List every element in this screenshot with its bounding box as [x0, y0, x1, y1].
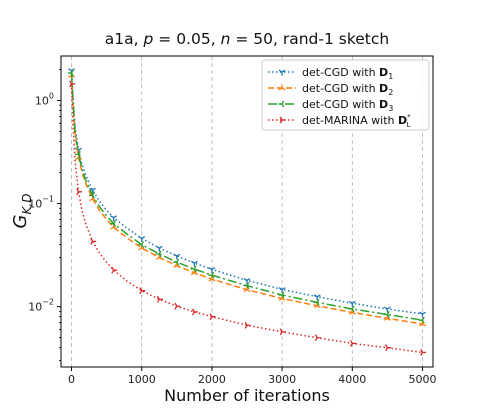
series-point — [69, 80, 76, 88]
y-tick-label: 100 — [35, 91, 54, 107]
series-point — [209, 313, 216, 321]
legend-label: det-CGD with D3 — [302, 98, 393, 113]
series-point — [173, 258, 180, 266]
series-point — [314, 334, 321, 342]
x-tick-label: 1000 — [128, 373, 156, 386]
series-point — [110, 215, 118, 222]
series-point — [244, 321, 251, 329]
series-point — [191, 308, 198, 316]
series-1 — [68, 68, 426, 318]
series-line — [70, 72, 423, 321]
legend-entry: det-CGD with D2 — [268, 82, 393, 97]
x-tick-label: 3000 — [268, 373, 296, 386]
legend-marker — [279, 116, 286, 124]
chart-title: a1a, p = 0.05, n = 50, rand-1 sketch — [105, 30, 389, 48]
series-point — [383, 311, 390, 318]
y-axis-label: GK,D — [10, 194, 34, 229]
series-point — [138, 241, 145, 249]
series-3 — [67, 69, 425, 324]
legend-marker — [278, 100, 285, 108]
y-tick-label: 10−2 — [28, 298, 54, 314]
legend-entry: det-CGD with D1 — [268, 66, 393, 81]
x-tick-label: 2000 — [198, 373, 226, 386]
series-point — [89, 187, 97, 194]
series-point — [111, 266, 118, 274]
x-ticks: 0 1000 2000 3000 4000 5000 — [68, 367, 436, 386]
series-point — [278, 291, 285, 299]
series-point — [385, 344, 391, 352]
series-point — [74, 150, 81, 158]
series-point — [348, 300, 356, 307]
series-point — [110, 220, 117, 228]
legend-entry: det-MARINA with D* L — [268, 113, 411, 129]
series-point — [313, 298, 320, 306]
series-point — [420, 348, 427, 356]
series-point — [173, 253, 181, 260]
series-point — [174, 302, 181, 310]
series-point — [243, 282, 250, 290]
series-point — [243, 277, 251, 284]
series-point — [313, 294, 321, 301]
series-point — [208, 267, 216, 273]
series-point — [138, 235, 146, 242]
series-point — [348, 305, 355, 313]
legend-label: det-CGD with D1 — [302, 66, 393, 81]
x-tick-label: 5000 — [408, 373, 436, 386]
series-point — [279, 328, 286, 336]
series-point — [349, 339, 356, 347]
legend-label: det-MARINA with D* L — [302, 113, 411, 129]
series-point — [156, 295, 163, 303]
x-axis-label: Number of iterations — [164, 386, 330, 405]
series-point — [76, 188, 83, 196]
legend-label: det-CGD with D2 — [302, 82, 393, 97]
x-tick-label: 4000 — [338, 373, 366, 386]
legend-entry: det-CGD with D3 — [268, 98, 393, 113]
series-point — [278, 287, 286, 294]
series-point — [155, 250, 162, 258]
series-point — [190, 260, 198, 267]
y-tick-label: 10−1 — [28, 195, 54, 211]
plot-frame — [60, 55, 434, 368]
series-point — [139, 287, 146, 295]
series-point — [418, 316, 425, 324]
x-tick-label: 0 — [68, 373, 75, 386]
legend-marker — [278, 69, 286, 76]
series-point — [208, 271, 215, 279]
series-4 — [69, 80, 427, 356]
series-point — [67, 69, 74, 77]
series-point — [155, 245, 163, 252]
series-point — [90, 237, 97, 245]
series-point — [190, 265, 197, 273]
legend-marker — [278, 84, 286, 91]
series-point — [88, 191, 95, 199]
series-point — [419, 311, 426, 318]
y-ticks: 10−2 10−1 100 — [28, 69, 61, 361]
series-point — [383, 306, 391, 313]
legend-frame — [261, 59, 430, 131]
series-layer — [67, 68, 427, 356]
